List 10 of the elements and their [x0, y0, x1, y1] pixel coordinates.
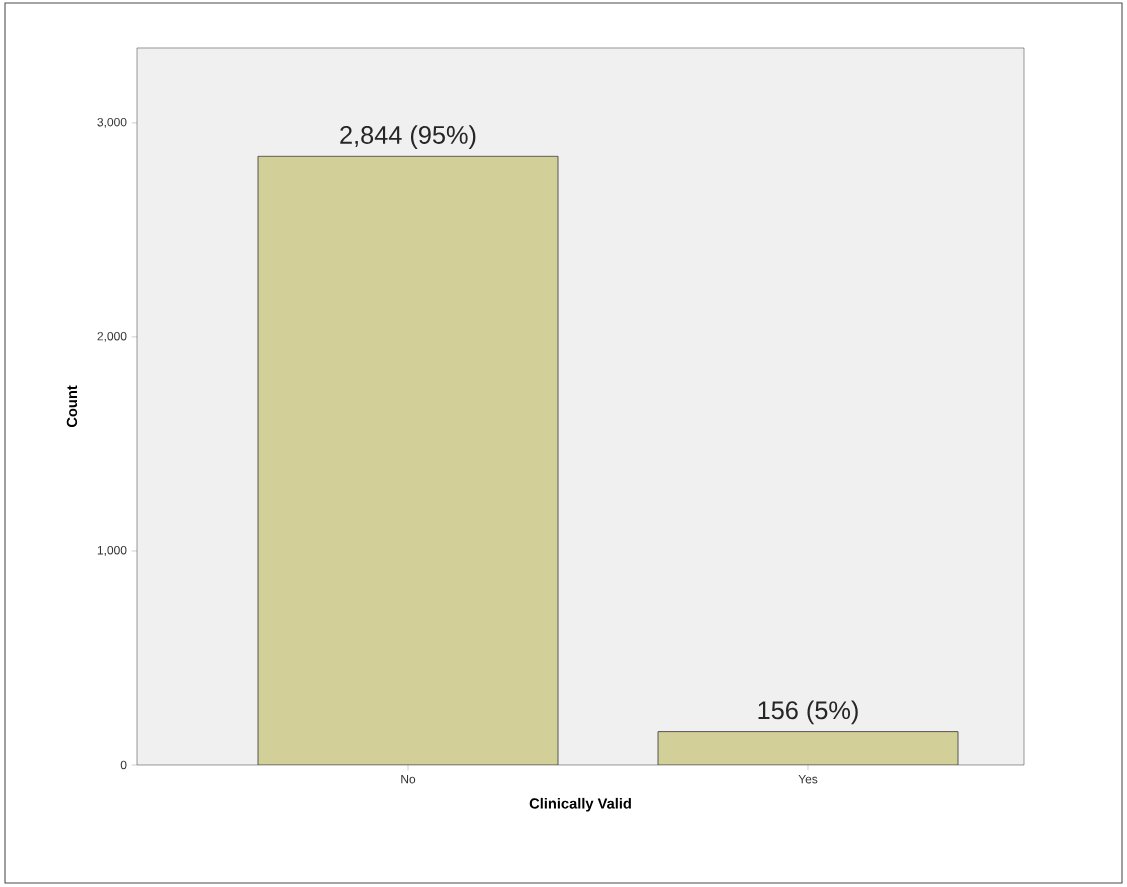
x-axis-title: Clinically Valid — [529, 797, 631, 812]
y-tick-label: 2,000 — [97, 331, 127, 342]
x-tick-label: Yes — [798, 775, 818, 784]
data-label: 156 (5%) — [758, 700, 858, 725]
y-axis-title: Count — [66, 385, 78, 428]
y-tick-label: 1,000 — [97, 545, 127, 556]
data-label: 2,844 (95%) — [340, 125, 476, 149]
x-tick-label: No — [401, 775, 416, 784]
y-tick-label: 3,000 — [97, 117, 127, 128]
y-tick-label: 0 — [120, 760, 127, 770]
